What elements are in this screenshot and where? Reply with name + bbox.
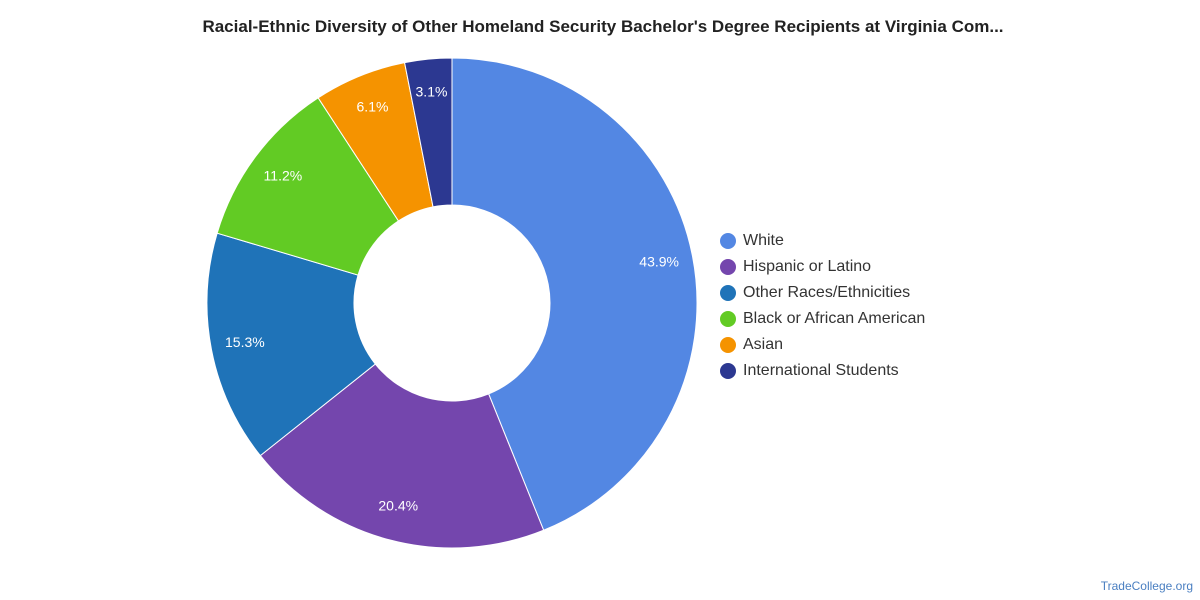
legend: White Hispanic or Latino Other Races/Ethni… [720,228,925,384]
legend-marker-icon [720,363,736,379]
slice-labels-group: 43.9% 20.4% 15.3% 11.2% 6.1% 3.1% [225,84,679,514]
slice-label-international-students: 3.1% [416,84,448,100]
slice-label-black-or-african-american: 11.2% [264,168,303,184]
legend-label: Hispanic or Latino [743,258,872,275]
legend-marker-icon [720,337,736,353]
source-watermark[interactable]: TradeCollege.org [1100,579,1193,593]
slice-white[interactable] [451,57,698,531]
slice-international-students[interactable] [403,57,453,208]
slice-label-asian: 6.1% [357,98,389,114]
slices-group [206,57,698,549]
slice-black-or-african-american[interactable] [216,97,400,276]
slice-label-white: 43.9% [639,254,679,270]
legend-item-white[interactable]: White [720,228,925,254]
legend-label: White [743,232,784,249]
slice-label-hispanic-or-latino: 20.4% [378,498,418,514]
slice-label-other-races-ethnicities: 15.3% [225,334,265,350]
chart-title: Racial-Ethnic Diversity of Other Homelan… [202,17,1004,36]
legend-item-hispanic-or-latino[interactable]: Hispanic or Latino [720,254,925,280]
slice-other-races-ethnicities[interactable] [206,232,377,457]
legend-item-asian[interactable]: Asian [720,332,925,358]
legend-item-international-students[interactable]: International Students [720,358,925,384]
legend-marker-icon [720,285,736,301]
legend-item-black-or-african-american[interactable]: Black or African American [720,306,925,332]
legend-item-other-races-ethnicities[interactable]: Other Races/Ethnicities [720,280,925,306]
slice-hispanic-or-latino[interactable] [259,363,545,549]
legend-label: Black or African American [743,310,926,327]
legend-label: Other Races/Ethnicities [743,284,911,301]
legend-label: International Students [743,362,899,379]
legend-label: Asian [743,336,784,353]
legend-marker-icon [720,311,736,327]
legend-marker-icon [720,259,736,275]
legend-marker-icon [720,233,736,249]
